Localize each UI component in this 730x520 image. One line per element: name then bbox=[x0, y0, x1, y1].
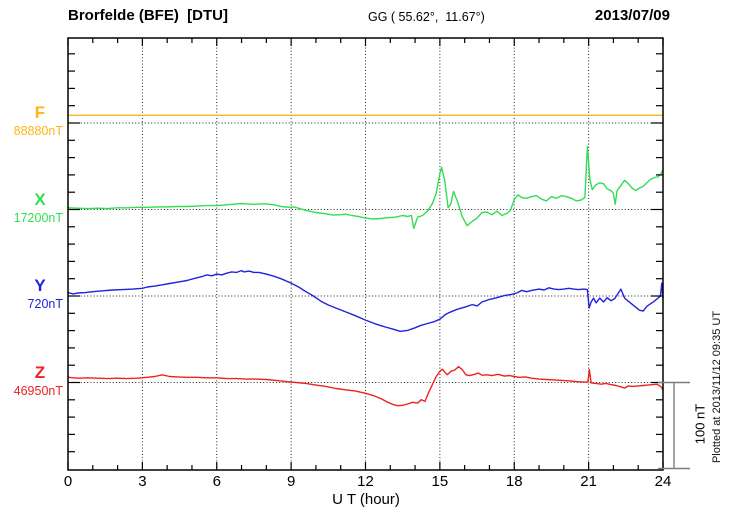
channel-label-X: X bbox=[34, 189, 46, 209]
channel-label-Y: Y bbox=[34, 276, 46, 295]
station-title: Brorfelde (BFE) [DTU] bbox=[68, 7, 228, 24]
x-tick-label-6: 6 bbox=[212, 473, 221, 490]
x-axis-title: U T (hour) bbox=[332, 491, 400, 508]
x-tick-label-24: 24 bbox=[654, 473, 672, 490]
channel-baseline-value-X: 17200nT bbox=[13, 210, 63, 225]
channel-baseline-value-Z: 46950nT bbox=[13, 383, 63, 398]
x-tick-label-21: 21 bbox=[580, 473, 597, 490]
x-tick-label-0: 0 bbox=[63, 473, 73, 490]
geo-coordinates: GG ( 55.62°, 11.67°) bbox=[368, 10, 485, 24]
x-tick-label-3: 3 bbox=[138, 473, 147, 490]
trace-X bbox=[67, 145, 664, 230]
trace-Y bbox=[67, 269, 664, 332]
plotted-at-note: Plotted at 2013/11/12 09:35 UT bbox=[711, 310, 723, 464]
x-tick-label-12: 12 bbox=[357, 473, 374, 490]
x-tick-label-9: 9 bbox=[286, 473, 296, 490]
channel-label-Z: Z bbox=[34, 362, 46, 382]
x-tick-label-18: 18 bbox=[505, 473, 523, 490]
channel-baseline-value-F: 88880nT bbox=[13, 124, 63, 138]
channel-baseline-value-Y: 720nT bbox=[27, 297, 63, 311]
scale-bar-label: 100 nT bbox=[692, 403, 708, 445]
x-tick-label-15: 15 bbox=[431, 473, 449, 490]
plot-date: 2013/07/09 bbox=[594, 7, 670, 24]
trace-Z bbox=[67, 365, 664, 407]
channel-label-F: F bbox=[34, 103, 46, 122]
